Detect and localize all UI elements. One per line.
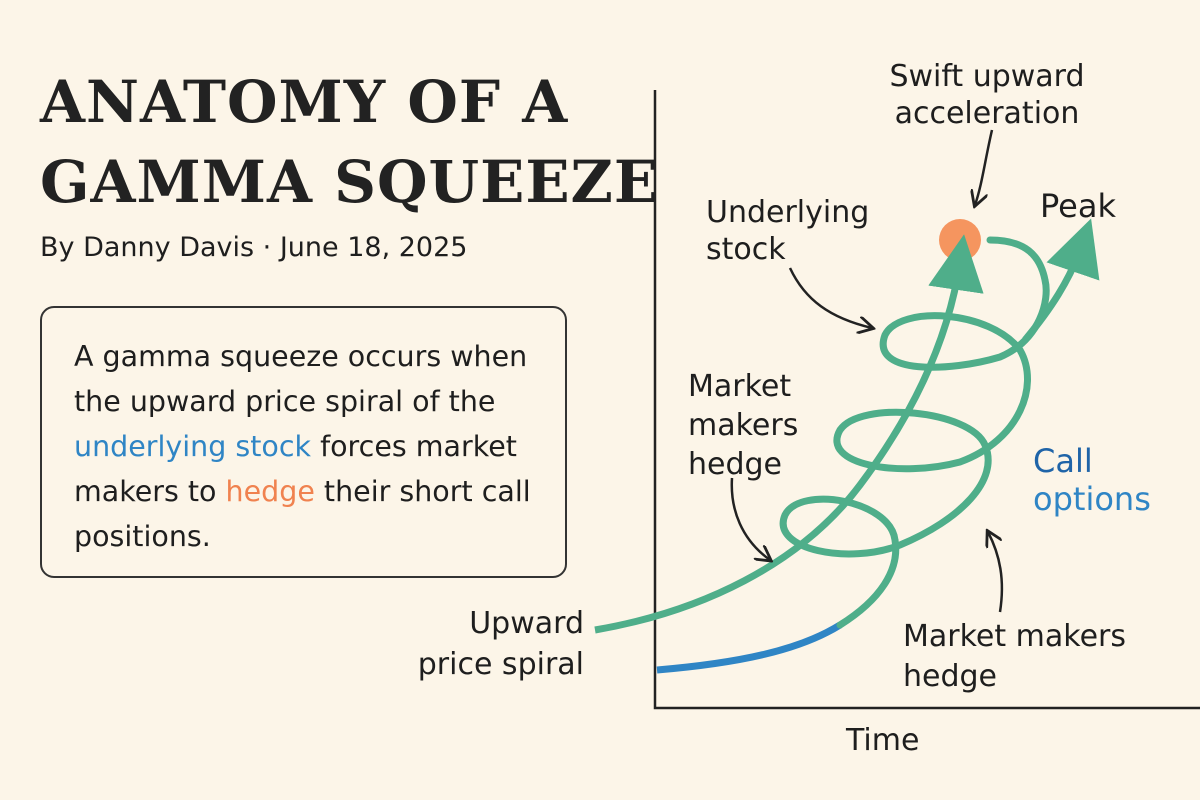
- summary-box: A gamma squeeze occurs when the upward p…: [40, 306, 567, 578]
- highlight-underlying-stock: underlying stock: [74, 430, 312, 463]
- highlight-hedge: hedge: [225, 475, 315, 508]
- summary-text: their short call positions.: [74, 475, 531, 553]
- title-line-1: ANATOMY OF A: [40, 68, 569, 136]
- call-options-curve-blue: [656, 622, 842, 674]
- summary-text: A gamma squeeze occurs when the upward p…: [74, 340, 528, 418]
- peak-arrow: [1022, 218, 1100, 343]
- peak-dot: [939, 219, 981, 261]
- y-axis: [653, 90, 1200, 710]
- call-options-spiral: [779, 236, 1050, 629]
- label-swift-upward-acceleration: Swift upward acceleration: [889, 59, 1085, 131]
- pointer-arrow-underlying: [788, 267, 872, 328]
- page-title: ANATOMY OF A GAMMA SQUEEZE: [40, 62, 659, 222]
- label-call: Call: [1033, 442, 1093, 480]
- x-axis-label-time: Time: [846, 723, 920, 758]
- pointer-arrow-swift: [975, 129, 994, 205]
- pointer-arrow-mm-left: [730, 477, 770, 560]
- label-underlying-stock: Underlying stock: [706, 195, 870, 267]
- label-market-makers-hedge-right: Market makers hedge: [903, 619, 1126, 694]
- label-upward-price-spiral: Upward price spiral: [417, 606, 584, 682]
- upward-price-spiral-arrow: [594, 234, 984, 634]
- byline: By Danny Davis · June 18, 2025: [40, 232, 468, 263]
- label-options: options: [1033, 480, 1151, 518]
- pointer-arrow-mm-right: [988, 532, 1004, 613]
- label-market-makers-hedge-left: Market makers hedge: [688, 369, 799, 482]
- label-peak: Peak: [1040, 187, 1116, 225]
- summary-text: forces market makers to: [74, 430, 517, 508]
- title-line-2: GAMMA SQUEEZE: [40, 148, 660, 216]
